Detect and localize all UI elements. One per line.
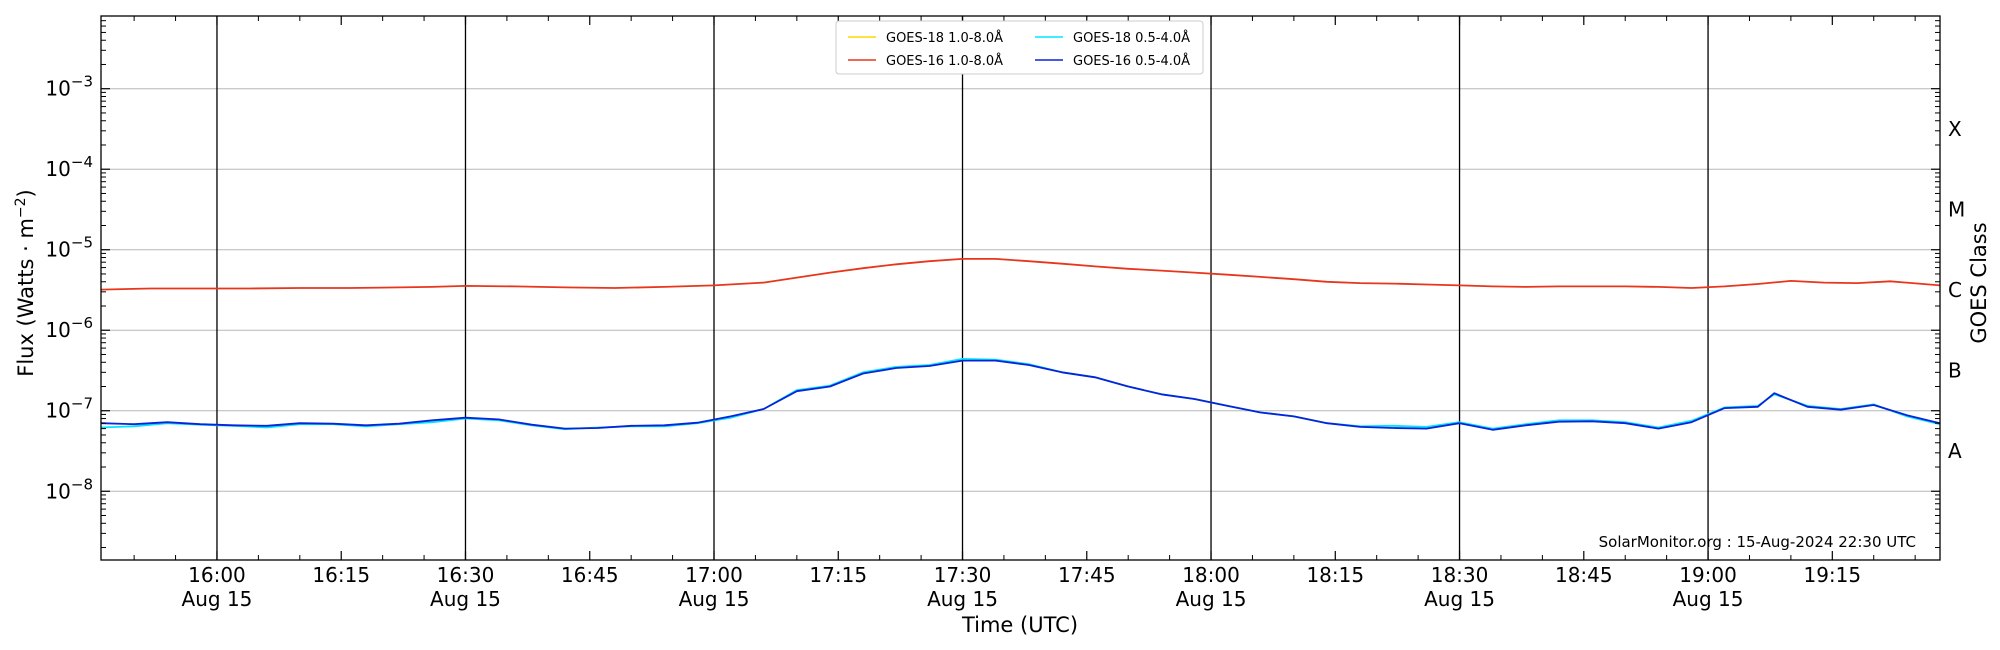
x-tick-date-label: Aug 15 <box>1424 587 1495 611</box>
legend-label: GOES-18 0.5-4.0Å <box>1073 30 1190 46</box>
x-tick-time-label: 19:00 <box>1679 563 1737 587</box>
x-axis-title: Time (UTC) <box>961 613 1078 637</box>
y-tick-label: 10−4 <box>45 153 93 181</box>
y-tick-label: 10−3 <box>45 73 93 101</box>
goes-class-labels: A B C M X <box>1948 117 1965 463</box>
legend-label: GOES-16 0.5-4.0Å <box>1073 53 1190 69</box>
x-tick-time-label: 18:30 <box>1431 563 1489 587</box>
y-axis-ticks: 10−8 10−7 10−6 10−5 10−4 10−3 <box>45 16 1940 548</box>
goes-class-axis-title: GOES Class <box>1967 222 1991 343</box>
x-tick-date-label: Aug 15 <box>679 587 750 611</box>
x-tick-date-label: Aug 15 <box>1176 587 1247 611</box>
y-tick-label: 10−6 <box>45 314 93 342</box>
goes-class-label: A <box>1948 439 1962 463</box>
x-tick-date-label: Aug 15 <box>927 587 998 611</box>
legend-label: GOES-16 1.0-8.0Å <box>886 53 1003 69</box>
goes-class-label: M <box>1948 197 1965 221</box>
legend-label: GOES-18 1.0-8.0Å <box>886 30 1003 46</box>
goes-class-label: C <box>1948 278 1962 302</box>
credit-label: SolarMonitor.org : 15-Aug-2024 22:30 UTC <box>1599 533 1916 551</box>
y-tick-label: 10−5 <box>45 234 93 262</box>
x-tick-time-label: 17:45 <box>1058 563 1116 587</box>
y-axis-title: Flux (Watts · m−2) <box>13 189 38 377</box>
goes-class-label: B <box>1948 358 1962 382</box>
x-tick-time-label: 16:30 <box>437 563 495 587</box>
x-tick-time-label: 17:00 <box>685 563 743 587</box>
x-tick-time-label: 16:00 <box>188 563 246 587</box>
major-time-lines <box>217 16 1708 560</box>
x-tick-date-label: Aug 15 <box>182 587 253 611</box>
x-tick-date-label: Aug 15 <box>430 587 501 611</box>
x-tick-time-label: 18:00 <box>1182 563 1240 587</box>
x-tick-time-label: 17:30 <box>934 563 992 587</box>
grid-lines <box>101 89 1940 492</box>
flux-series <box>101 259 1940 430</box>
x-tick-date-label: Aug 15 <box>1673 587 1744 611</box>
x-tick-time-label: 18:15 <box>1306 563 1364 587</box>
x-tick-time-label: 18:45 <box>1555 563 1613 587</box>
y-tick-label: 10−7 <box>45 395 93 423</box>
series-line <box>101 259 1940 290</box>
legend: GOES-18 1.0-8.0Å GOES-18 0.5-4.0Å GOES-16 … <box>836 21 1203 74</box>
x-tick-time-label: 17:15 <box>809 563 867 587</box>
series-line <box>101 361 1940 430</box>
goes-class-label: X <box>1948 117 1962 141</box>
y-tick-label: 10−8 <box>45 475 93 503</box>
x-tick-time-label: 16:15 <box>312 563 370 587</box>
x-tick-time-label: 16:45 <box>561 563 619 587</box>
x-tick-time-label: 19:15 <box>1803 563 1861 587</box>
series-line <box>101 359 1940 429</box>
